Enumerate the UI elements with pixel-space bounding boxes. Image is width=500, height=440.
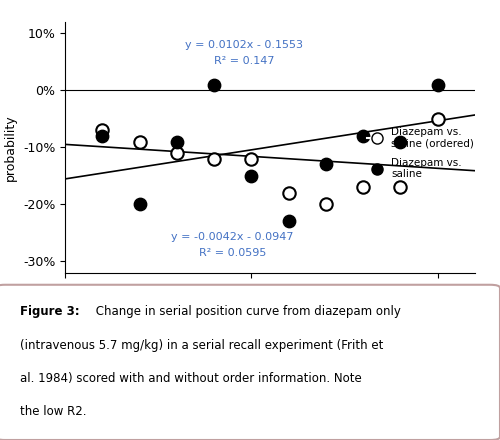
Text: (intravenous 5.7 mg/kg) in a serial recall experiment (Frith et: (intravenous 5.7 mg/kg) in a serial reca…: [20, 339, 384, 352]
FancyBboxPatch shape: [0, 285, 500, 440]
Point: [322, 201, 330, 208]
Point: [322, 161, 330, 168]
Point: [434, 81, 442, 88]
Point: [396, 184, 404, 191]
Point: [98, 132, 106, 139]
Point: [98, 127, 106, 134]
Point: [284, 190, 292, 197]
Text: y = 0.0102x - 0.1553: y = 0.0102x - 0.1553: [185, 40, 303, 50]
Point: [136, 138, 143, 145]
X-axis label: Item: Item: [252, 302, 288, 316]
Point: [136, 201, 143, 208]
Text: R² = 0.147: R² = 0.147: [214, 55, 274, 66]
Point: [173, 138, 181, 145]
Point: [173, 150, 181, 157]
Text: al. 1984) scored with and without order information. Note: al. 1984) scored with and without order …: [20, 372, 362, 385]
Y-axis label: Difference in recall
probability: Difference in recall probability: [0, 88, 18, 207]
Point: [210, 155, 218, 162]
Point: [359, 132, 367, 139]
Point: [248, 155, 256, 162]
Text: Figure 3:: Figure 3:: [20, 305, 80, 319]
Legend: Diazepam vs.
saline (ordered), Diazepam vs.
saline: Diazepam vs. saline (ordered), Diazepam …: [363, 122, 478, 183]
Point: [359, 184, 367, 191]
Text: the low R2.: the low R2.: [20, 405, 86, 418]
Point: [284, 218, 292, 225]
Point: [210, 81, 218, 88]
Point: [396, 138, 404, 145]
Point: [434, 115, 442, 122]
Text: Change in serial position curve from diazepam only: Change in serial position curve from dia…: [92, 305, 402, 319]
Point: [248, 172, 256, 180]
Text: y = -0.0042x - 0.0947: y = -0.0042x - 0.0947: [172, 232, 294, 242]
Text: R² = 0.0595: R² = 0.0595: [199, 248, 266, 258]
